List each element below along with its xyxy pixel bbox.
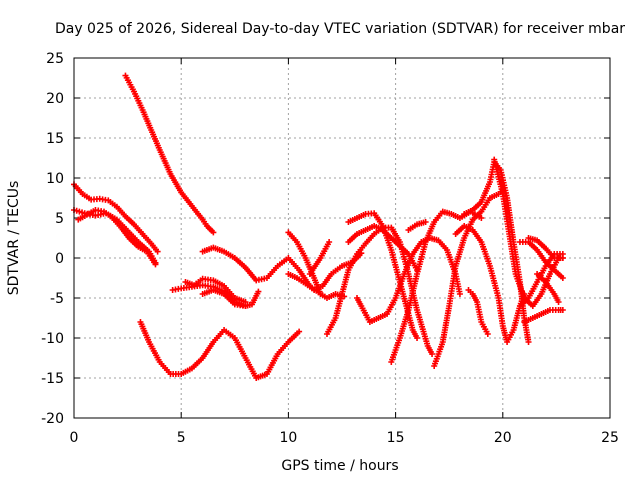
y-tick-label: 15: [46, 131, 64, 147]
data-point: [525, 339, 532, 345]
chart-title: Day 025 of 2026, Sidereal Day-to-day VTE…: [55, 21, 625, 37]
series-track-27: [525, 235, 566, 261]
series-track-20: [452, 223, 528, 345]
y-tick-label: -15: [41, 371, 64, 387]
series-track-05: [137, 319, 303, 381]
data-point: [154, 248, 161, 255]
data-point: [559, 307, 566, 313]
data-point: [152, 261, 159, 268]
data-point: [422, 219, 429, 225]
y-tick-label: -5: [50, 291, 64, 307]
y-tick-label: 0: [55, 251, 64, 267]
series-track-07: [182, 275, 249, 305]
x-tick-label: 10: [279, 430, 297, 446]
data-point: [559, 275, 566, 281]
series-track-25: [516, 239, 566, 281]
y-tick-label: 5: [55, 211, 64, 227]
series-track-22: [465, 287, 491, 337]
data-point: [296, 328, 303, 335]
series-track-04: [122, 72, 217, 236]
y-tick-label: -20: [41, 411, 64, 427]
series-track-21: [461, 159, 532, 345]
data-marks: [71, 72, 566, 381]
y-tick-label: 25: [46, 51, 64, 67]
x-tick-label: 20: [494, 430, 512, 446]
x-axis-label: GPS time / hours: [281, 458, 398, 474]
series-track-01: [71, 181, 161, 255]
data-point: [429, 351, 436, 357]
series-track-18: [405, 219, 429, 233]
data-point: [478, 215, 485, 221]
x-tick-label: 5: [177, 430, 186, 446]
y-tick-label: 20: [46, 91, 64, 107]
data-point: [559, 255, 566, 261]
series-track-26: [521, 307, 566, 325]
plot-frame: [73, 57, 611, 419]
series-track-11: [285, 250, 365, 293]
data-point: [255, 288, 262, 295]
data-point: [456, 291, 463, 297]
data-point: [242, 303, 249, 309]
y-tick-label: 10: [46, 171, 64, 187]
y-tick-label: -10: [41, 331, 64, 347]
x-tick-label: 15: [387, 430, 405, 446]
y-axis-label: SDTVAR / TECUs: [6, 181, 22, 296]
series-track-17: [388, 208, 485, 365]
series-track-06: [169, 282, 262, 309]
data-point: [414, 335, 421, 341]
x-tick-label: 0: [70, 430, 79, 446]
data-point: [210, 229, 217, 236]
axis-ticks: 0 5 10 15 20 25 -20 -15 -10 -5 0 5 10 15 20 25: [41, 51, 619, 446]
data-point: [484, 331, 491, 337]
series-track-03: [75, 207, 159, 268]
data-point: [555, 299, 562, 305]
series-track-08: [199, 287, 249, 309]
x-tick-label: 25: [601, 430, 619, 446]
series-track-28: [534, 271, 562, 305]
series-track-12: [306, 239, 333, 277]
data-point: [326, 239, 333, 245]
